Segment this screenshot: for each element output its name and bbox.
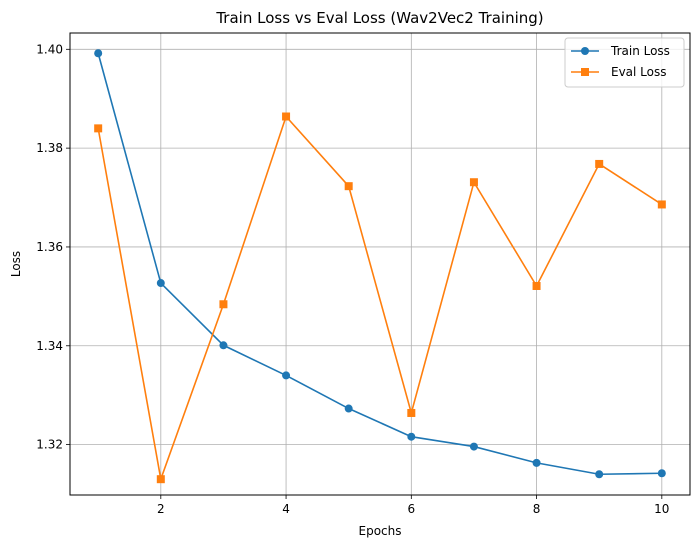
legend-label: Eval Loss xyxy=(611,65,667,79)
eval-loss-point xyxy=(595,159,604,168)
eval-loss-point xyxy=(282,112,291,121)
eval-loss-point xyxy=(344,182,353,191)
eval-loss-point xyxy=(657,200,666,209)
y-tick-label: 1.32 xyxy=(36,438,63,452)
train-loss-point xyxy=(282,371,291,380)
train-loss-point xyxy=(469,442,478,451)
eval-loss-point xyxy=(469,178,478,187)
train-loss-point xyxy=(156,279,165,288)
train-loss-point xyxy=(532,458,541,467)
train-loss-line xyxy=(97,53,662,476)
y-tick-label: 1.40 xyxy=(36,42,63,56)
legend-item-train-loss: Train Loss xyxy=(571,44,670,58)
x-axis-ticks: 2 4 6 8 10 xyxy=(157,495,669,516)
eval-loss-point xyxy=(407,408,416,417)
y-axis-ticks: 1.32 1.34 1.36 1.38 1.40 xyxy=(36,42,70,452)
x-tick-label: 10 xyxy=(654,502,669,516)
train-loss-point xyxy=(657,469,666,478)
legend-item-eval-loss: Eval Loss xyxy=(571,65,667,79)
train-loss-point xyxy=(595,470,604,479)
eval-loss-point xyxy=(94,124,103,133)
eval-loss-point xyxy=(219,300,228,309)
eval-loss-series xyxy=(94,112,666,484)
legend-marker xyxy=(581,47,589,55)
train-loss-point xyxy=(219,341,228,350)
train-loss-point xyxy=(94,49,103,58)
grid-lines xyxy=(70,33,690,495)
x-tick-label: 2 xyxy=(157,502,165,516)
x-tick-label: 8 xyxy=(533,502,541,516)
y-tick-label: 1.34 xyxy=(36,339,63,353)
eval-loss-point xyxy=(156,475,165,484)
legend-marker xyxy=(581,68,589,76)
legend-label: Train Loss xyxy=(610,44,670,58)
eval-loss-line xyxy=(97,114,663,483)
train-loss-series xyxy=(94,49,666,479)
eval-loss-point xyxy=(532,281,541,290)
y-tick-label: 1.38 xyxy=(36,141,63,155)
x-axis-label: Epochs xyxy=(359,524,402,538)
train-loss-point xyxy=(407,432,416,441)
x-tick-label: 6 xyxy=(407,502,415,516)
chart-title: Train Loss vs Eval Loss (Wav2Vec2 Traini… xyxy=(215,9,543,27)
y-axis-label: Loss xyxy=(9,251,23,277)
train-loss-point xyxy=(344,404,353,413)
legend: Train Loss Eval Loss xyxy=(564,37,685,88)
plot-frame xyxy=(69,32,691,496)
x-tick-label: 4 xyxy=(282,502,290,516)
series-layer xyxy=(94,49,666,484)
y-tick-label: 1.36 xyxy=(36,240,63,254)
